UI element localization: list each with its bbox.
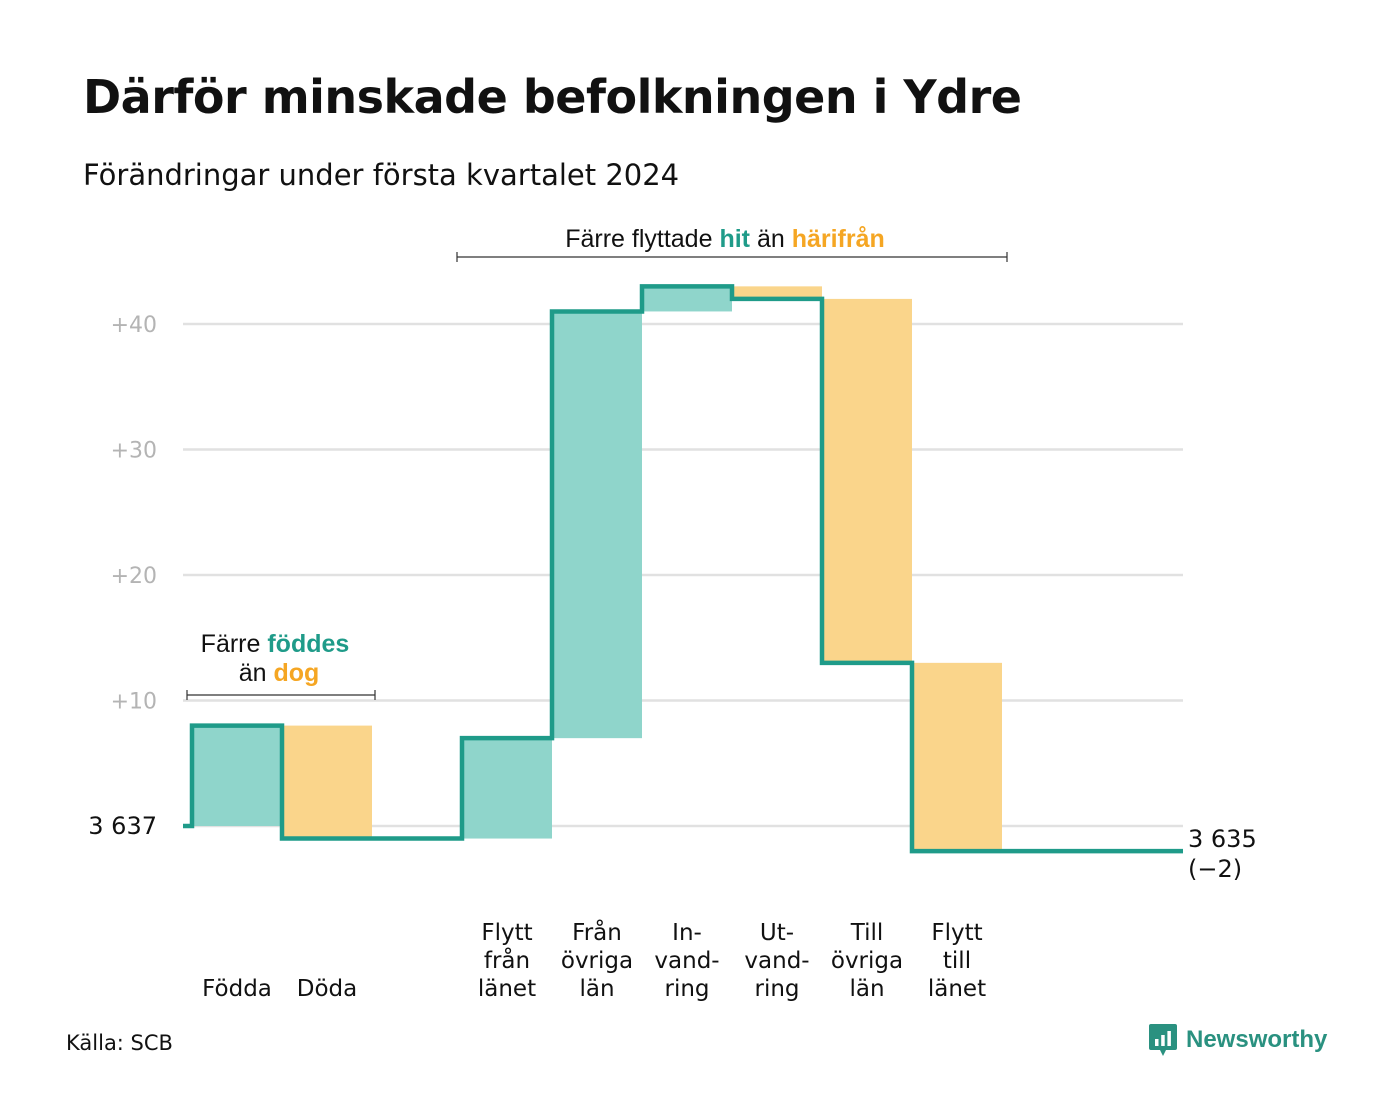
category-label-line: Flytt <box>931 920 982 946</box>
category-label-line: länet <box>928 976 986 1002</box>
waterfall-bar-3 <box>462 738 552 839</box>
category-label-6: Ut-vand-ring <box>744 920 809 1002</box>
category-label-line: från <box>484 946 530 974</box>
newsworthy-logo-text: Newsworthy <box>1186 1026 1328 1053</box>
source-note: Källa: SCB <box>66 1031 173 1055</box>
category-label-line: Döda <box>297 976 357 1002</box>
chart-title: Därför minskade befolkningen i Ydre <box>83 70 1022 124</box>
category-label-2: Döda <box>297 976 357 1002</box>
y-tick-label: +40 <box>111 313 157 338</box>
births-annotation: Färre föddes än dog <box>186 630 376 700</box>
migration-annotation-text: Färre flyttade hit än härifrån <box>565 225 885 253</box>
newsworthy-logo: Newsworthy <box>1148 1022 1327 1058</box>
waterfall-bar-6 <box>732 286 822 299</box>
category-label-line: län <box>849 976 884 1002</box>
category-label-line: In- <box>672 920 702 946</box>
chart-subtitle: Förändringar under första kvartalet 2024 <box>83 158 680 192</box>
migration-annotation: Färre flyttade hit än härifrån <box>456 225 1008 262</box>
category-label-line: övriga <box>561 948 633 974</box>
waterfall-bar-8 <box>912 662 1002 852</box>
category-label-line: till <box>943 948 971 974</box>
bar-layer <box>192 286 1002 852</box>
category-label-1: Födda <box>202 976 272 1002</box>
category-label-line: ring <box>664 976 709 1002</box>
category-label-line: länet <box>478 976 536 1002</box>
waterfall-bar-4 <box>552 311 642 739</box>
y-tick-label: +10 <box>111 690 157 715</box>
category-label-line: Födda <box>202 976 272 1002</box>
running-total-line <box>183 284 1183 854</box>
category-label-line: Från <box>572 918 622 946</box>
category-label-line: övriga <box>831 948 903 974</box>
waterfall-bar-7 <box>822 298 912 663</box>
y-tick-label: +20 <box>111 564 157 589</box>
y-tick-label: +30 <box>111 439 157 464</box>
category-label-line: vand- <box>744 948 809 974</box>
waterfall-bar-1 <box>192 725 282 826</box>
births-annotation-line2: än dog <box>239 659 320 687</box>
category-label-line: län <box>579 976 614 1002</box>
category-label-line: Ut- <box>760 920 794 946</box>
category-label-line: vand- <box>654 948 719 974</box>
end-change-label: (−2) <box>1188 855 1242 883</box>
category-label-5: In-vand-ring <box>654 920 719 1002</box>
end-value-label: 3 635 <box>1188 825 1257 853</box>
category-label-line: ring <box>754 976 799 1002</box>
line-layer <box>183 284 1183 854</box>
newsworthy-logo-icon <box>1149 1024 1177 1056</box>
category-label-line: Flytt <box>481 920 532 946</box>
waterfall-bar-2 <box>282 725 372 839</box>
waterfall-bar-5 <box>642 286 732 312</box>
births-annotation-line1: Färre föddes <box>201 630 350 658</box>
category-label-line: Till <box>850 920 884 946</box>
start-value-label: 3 637 <box>88 812 157 840</box>
